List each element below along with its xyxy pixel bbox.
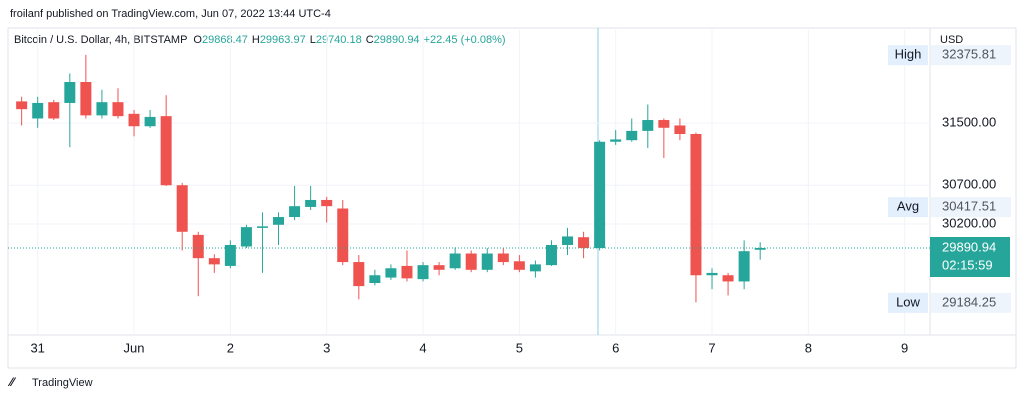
candle-body [433,265,445,270]
price-label: 29890.94 [942,239,996,254]
candle-body [32,102,44,119]
candle-body [192,234,204,259]
candle-body [16,101,28,110]
x-tick-label: Jun [124,340,145,355]
candle-body [610,139,622,142]
candle-body [545,244,557,266]
marker-value-bg [931,197,1011,218]
candle-body [578,237,590,249]
marker-tag-bg [888,292,928,313]
ohlc-value: 29740.18 [316,34,362,46]
x-tick-label: 2 [227,340,234,355]
marker-tag-bg [888,197,928,218]
candle-body [240,227,252,247]
ohlc-value: 29890.94 [374,34,420,46]
countdown: 02:15:59 [942,257,993,272]
y-tick-label: 30700.00 [942,177,996,192]
candle-body [706,272,718,276]
marker-value-bg [931,45,1011,66]
publisher: froilanf published on TradingView.com, J… [10,8,331,20]
marker-value: 29184.25 [942,294,996,309]
candle-body [160,116,172,186]
ohlc-prefix: C [366,34,374,46]
price-label-bg [930,237,1010,278]
candle-body [449,253,461,269]
logo-icon: ⁄⁄ [7,375,17,389]
candle-body [64,81,76,103]
candle-body [224,244,236,266]
legend: Bitcoin / U.S. Dollar, 4h, BITSTAMP O2986… [14,34,506,46]
candle-body [176,185,188,232]
ohlc-value: 29963.97 [260,34,306,46]
candle-body [208,258,220,265]
candle-body [289,206,301,218]
candle-body [353,262,365,287]
x-tick-label: 8 [805,340,812,355]
ohlc-prefix: O [193,34,202,46]
candle-body [273,217,285,225]
candle-body [497,253,509,263]
candle-body [256,226,268,228]
candle-body [722,275,734,282]
candle-body [626,130,638,141]
ohlc-value: 29868.47 [202,34,248,46]
candle-body [80,81,92,116]
x-tick-label: 4 [419,340,426,355]
x-tick-label: 5 [516,340,523,355]
candle-body [642,120,654,131]
candle-body [417,265,429,280]
candle-body [562,236,574,245]
candle-body [674,125,686,134]
chart-frame [7,27,1017,369]
marker-tag: Low [896,294,920,309]
candle-body [337,208,349,263]
candle-body [594,141,606,249]
candle-body [321,199,333,207]
marker-value-bg [931,292,1011,313]
candle-body [96,102,108,116]
candle-body [144,116,156,127]
currency: USD [940,34,963,46]
change: +22.45 (+0.08%) [424,34,506,46]
candle-body [658,120,670,128]
candle-body [369,275,381,284]
x-tick-label: 9 [901,340,908,355]
candle-body [529,264,541,272]
marker-value: 32375.81 [942,47,996,62]
marker-value: 30417.51 [942,199,996,214]
x-tick-label: 3 [323,340,330,355]
x-tick-label: 7 [708,340,715,355]
footer-logo: TradingView [32,377,93,389]
candle-body [385,268,397,278]
candle-body [690,133,702,276]
candle-body [128,113,140,127]
marker-tag-bg [888,45,928,66]
candle-body [754,248,766,250]
candle-body [465,253,477,270]
candle-body [738,251,750,282]
y-tick-label: 30200.00 [942,215,996,230]
ohlc-prefix: H [252,34,260,46]
symbol: Bitcoin / U.S. Dollar, 4h, BITSTAMP [14,34,187,46]
y-tick-label: 31500.00 [942,115,996,130]
candle-body [481,253,493,270]
candle-body [48,102,60,119]
x-tick-label: 31 [30,340,44,355]
ohlc-prefix: L [310,34,316,46]
candle-body [401,265,413,279]
marker-tag: High [895,47,922,62]
x-tick-label: 6 [612,340,619,355]
marker-tag: Avg [897,199,919,214]
candle-body [513,261,525,270]
candle-body [112,102,124,117]
candle-body [305,199,317,207]
